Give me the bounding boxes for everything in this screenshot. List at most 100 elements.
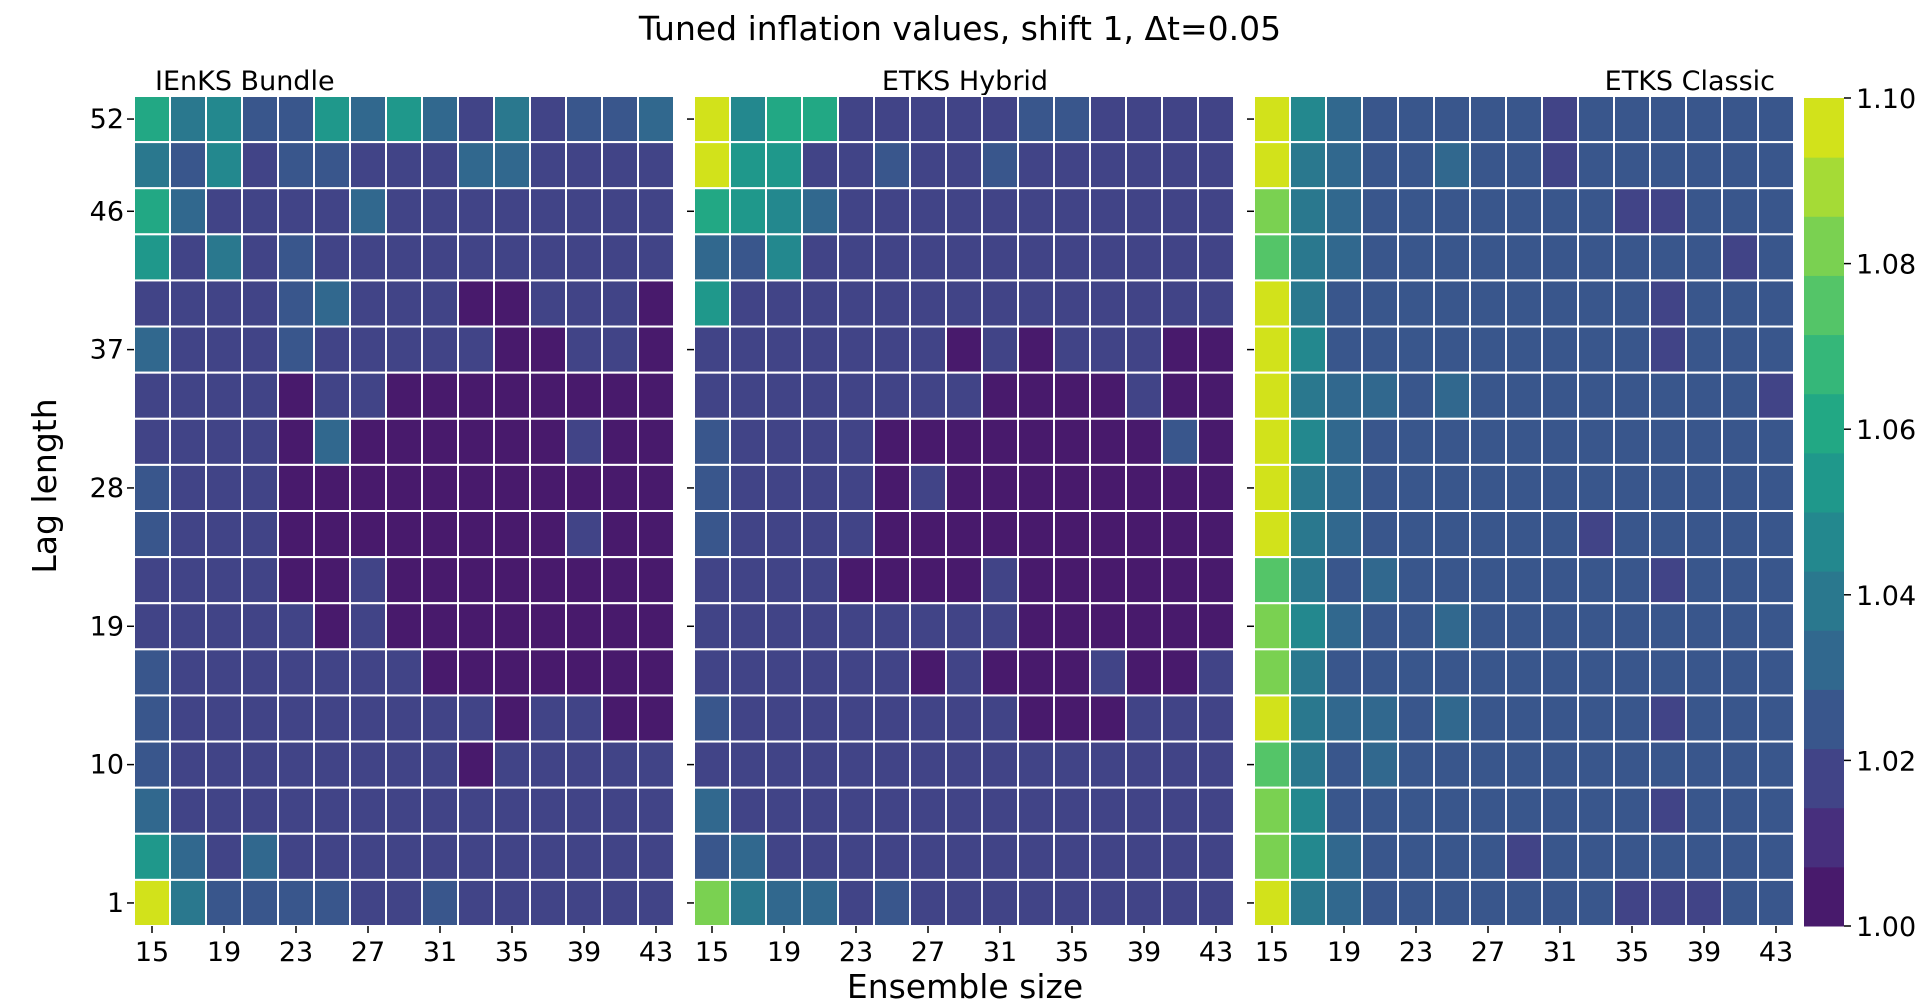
heatmap-cell xyxy=(1685,740,1723,789)
heatmap-cell xyxy=(1649,417,1687,466)
heatmap-cell xyxy=(1469,602,1507,651)
heatmap-cell xyxy=(529,95,567,144)
heatmap-cell xyxy=(277,463,315,512)
heatmap-cell xyxy=(313,417,351,466)
heatmap-cell xyxy=(1505,694,1543,743)
heatmap-cell xyxy=(1469,371,1507,420)
heatmap-cell xyxy=(169,786,207,835)
heatmap-cell xyxy=(205,832,243,881)
heatmap-cell xyxy=(1197,786,1235,835)
x-tick-label: 15 xyxy=(695,937,729,968)
heatmap-cell xyxy=(1053,648,1091,697)
y-tick-label: 37 xyxy=(90,335,124,366)
heatmap-cell xyxy=(1649,279,1687,328)
heatmap-cell xyxy=(981,832,1019,881)
heatmap-cell xyxy=(1685,279,1723,328)
heatmap-cell xyxy=(421,832,459,881)
x-tick-label: 19 xyxy=(1327,937,1361,968)
heatmap-cell xyxy=(873,510,911,559)
heatmap-cell xyxy=(1017,233,1055,282)
heatmap-cell xyxy=(1253,878,1291,928)
heatmap-cell xyxy=(1685,832,1723,881)
heatmap-cell xyxy=(493,371,531,420)
heatmap-cell xyxy=(565,786,603,835)
heatmap-cell xyxy=(637,95,675,144)
heatmap-cell xyxy=(601,371,639,420)
heatmap-cell xyxy=(1685,694,1723,743)
heatmap-cell xyxy=(1757,556,1795,605)
heatmap-cell xyxy=(837,463,875,512)
heatmap-cell xyxy=(1469,740,1507,789)
heatmap-cell xyxy=(1541,786,1579,835)
heatmap-cell xyxy=(1613,279,1651,328)
heatmap-cell xyxy=(1197,648,1235,697)
heatmap-cell xyxy=(241,832,279,881)
heatmap-cell xyxy=(801,233,839,282)
heatmap-cell xyxy=(765,279,803,328)
heatmap-cell xyxy=(457,95,495,144)
heatmap-cell xyxy=(277,878,315,928)
heatmap-cell xyxy=(205,694,243,743)
heatmap-cell xyxy=(1253,463,1291,512)
colorbar-tick-label: 1.02 xyxy=(1856,746,1916,777)
heatmap-cell xyxy=(637,648,675,697)
x-tick-label: 19 xyxy=(767,937,801,968)
heatmap-cell xyxy=(1017,417,1055,466)
heatmap-cell xyxy=(1469,556,1507,605)
heatmap-cell xyxy=(565,233,603,282)
heatmap-cell xyxy=(1433,371,1471,420)
heatmap-cell xyxy=(1325,740,1363,789)
heatmap-cell xyxy=(169,279,207,328)
heatmap-cell xyxy=(1469,878,1507,928)
heatmap-cell xyxy=(1397,602,1435,651)
heatmap-cell xyxy=(1397,95,1435,144)
heatmap-cell xyxy=(1253,694,1291,743)
heatmap-cell xyxy=(1469,463,1507,512)
heatmap-cell xyxy=(837,556,875,605)
heatmap-cell xyxy=(1757,878,1795,928)
heatmap-cell xyxy=(493,694,531,743)
heatmap-cell xyxy=(493,325,531,374)
heatmap-cell xyxy=(1197,832,1235,881)
heatmap-cell xyxy=(1613,832,1651,881)
heatmap-cell xyxy=(1469,95,1507,144)
heatmap-cell xyxy=(529,556,567,605)
heatmap-cell xyxy=(1161,602,1199,651)
heatmap-cell xyxy=(837,417,875,466)
heatmap-cell xyxy=(205,602,243,651)
heatmap-cell xyxy=(693,187,731,236)
heatmap-cell xyxy=(637,786,675,835)
heatmap-cell xyxy=(837,878,875,928)
heatmap-cell xyxy=(1541,694,1579,743)
heatmap-cell xyxy=(729,325,767,374)
heatmap-cell xyxy=(421,141,459,190)
heatmap-cell xyxy=(909,417,947,466)
heatmap-cell xyxy=(909,279,947,328)
heatmap-cell xyxy=(873,786,911,835)
heatmap-cell xyxy=(1125,417,1163,466)
heatmap-cell xyxy=(133,740,171,789)
heatmap-cell xyxy=(1053,463,1091,512)
heatmap-cell xyxy=(313,95,351,144)
heatmap-cell xyxy=(277,187,315,236)
heatmap-cell xyxy=(1161,233,1199,282)
heatmap-cell xyxy=(457,878,495,928)
heatmap-cell xyxy=(529,233,567,282)
heatmap-cell xyxy=(837,371,875,420)
heatmap-cell xyxy=(1685,878,1723,928)
heatmap-cell xyxy=(1125,648,1163,697)
heatmap-cell xyxy=(565,740,603,789)
heatmap-cell xyxy=(1017,510,1055,559)
heatmap-cell xyxy=(529,325,567,374)
heatmap-cell xyxy=(981,556,1019,605)
heatmap-cell xyxy=(1541,325,1579,374)
heatmap-cell xyxy=(837,740,875,789)
heatmap-cell xyxy=(981,463,1019,512)
heatmap-cell xyxy=(637,878,675,928)
heatmap-cell xyxy=(1325,786,1363,835)
colorbar-segment xyxy=(1804,275,1844,336)
heatmap-cell xyxy=(981,187,1019,236)
heatmap-cell xyxy=(493,602,531,651)
heatmap-cell xyxy=(729,187,767,236)
heatmap-cell xyxy=(205,325,243,374)
